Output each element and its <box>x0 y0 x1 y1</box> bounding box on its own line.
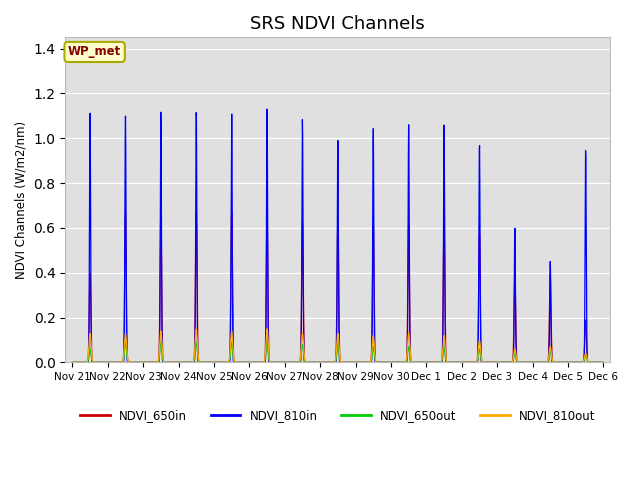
Text: WP_met: WP_met <box>68 46 121 59</box>
Legend: NDVI_650in, NDVI_810in, NDVI_650out, NDVI_810out: NDVI_650in, NDVI_810in, NDVI_650out, NDV… <box>76 404 600 427</box>
Y-axis label: NDVI Channels (W/m2/nm): NDVI Channels (W/m2/nm) <box>15 121 28 279</box>
Title: SRS NDVI Channels: SRS NDVI Channels <box>250 15 425 33</box>
